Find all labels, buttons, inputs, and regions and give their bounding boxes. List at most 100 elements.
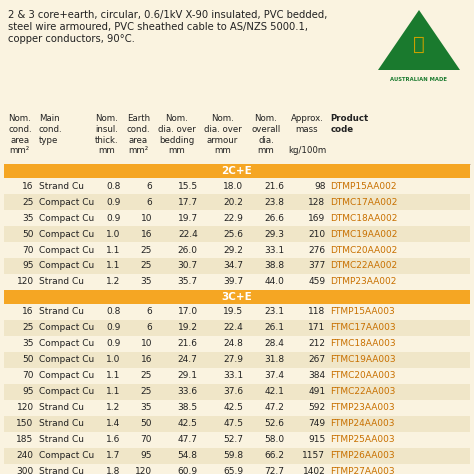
- Text: 28.4: 28.4: [264, 339, 284, 348]
- Text: 39.7: 39.7: [223, 277, 243, 286]
- Text: 1.4: 1.4: [106, 419, 120, 428]
- Text: 33.6: 33.6: [178, 388, 198, 396]
- Text: 72.7: 72.7: [264, 467, 284, 474]
- Text: 1.1: 1.1: [106, 372, 120, 381]
- Text: 60.9: 60.9: [178, 467, 198, 474]
- Text: Product
code: Product code: [330, 114, 369, 134]
- Text: 35: 35: [22, 213, 34, 222]
- Bar: [4, 320, 470, 336]
- Text: 25: 25: [141, 372, 152, 381]
- Bar: [4, 352, 470, 368]
- Text: 16: 16: [22, 308, 34, 317]
- Text: 42.5: 42.5: [178, 419, 198, 428]
- Text: 16: 16: [22, 182, 34, 191]
- Text: 19.2: 19.2: [178, 323, 198, 332]
- Text: FTMP26AA003: FTMP26AA003: [330, 452, 395, 461]
- Text: FTMC17AA003: FTMC17AA003: [330, 323, 396, 332]
- Text: 6: 6: [146, 182, 152, 191]
- Text: 42.1: 42.1: [264, 388, 284, 396]
- Text: 19.7: 19.7: [178, 213, 198, 222]
- Text: Strand Cu: Strand Cu: [39, 308, 84, 317]
- Text: 1402: 1402: [303, 467, 326, 474]
- Text: 1.0: 1.0: [106, 356, 120, 365]
- Text: 21.6: 21.6: [178, 339, 198, 348]
- Text: 10: 10: [141, 339, 152, 348]
- Bar: [4, 368, 470, 384]
- Text: 1.1: 1.1: [106, 388, 120, 396]
- Text: 0.9: 0.9: [106, 339, 120, 348]
- Bar: [4, 242, 470, 258]
- Text: 17.7: 17.7: [178, 198, 198, 207]
- Text: 65.9: 65.9: [223, 467, 243, 474]
- Text: 37.6: 37.6: [223, 388, 243, 396]
- Text: 34.7: 34.7: [223, 262, 243, 271]
- Text: 24.8: 24.8: [224, 339, 243, 348]
- Bar: [4, 210, 470, 226]
- Text: 42.5: 42.5: [224, 403, 243, 412]
- Text: Compact Cu: Compact Cu: [39, 198, 94, 207]
- Text: 6: 6: [146, 323, 152, 332]
- Text: 50: 50: [141, 419, 152, 428]
- Text: 1.7: 1.7: [106, 452, 120, 461]
- Text: 70: 70: [141, 436, 152, 445]
- Text: 1.8: 1.8: [106, 467, 120, 474]
- Text: 1.1: 1.1: [106, 262, 120, 271]
- Text: 33.1: 33.1: [223, 372, 243, 381]
- Text: 300: 300: [17, 467, 34, 474]
- Text: 120: 120: [135, 467, 152, 474]
- Text: 212: 212: [309, 339, 326, 348]
- Text: 35: 35: [22, 339, 34, 348]
- Text: Compact Cu: Compact Cu: [39, 452, 94, 461]
- Text: DTMP15AA002: DTMP15AA002: [330, 182, 397, 191]
- Text: 25: 25: [22, 198, 34, 207]
- Text: 47.2: 47.2: [264, 403, 284, 412]
- Text: 16: 16: [141, 356, 152, 365]
- Text: 70: 70: [22, 372, 34, 381]
- Text: 33.1: 33.1: [264, 246, 284, 255]
- Text: 2C+E: 2C+E: [222, 166, 252, 176]
- Text: DTMC20AA002: DTMC20AA002: [330, 246, 398, 255]
- Text: DTMC22AA002: DTMC22AA002: [330, 262, 398, 271]
- Text: Strand Cu: Strand Cu: [39, 277, 84, 286]
- Bar: [4, 226, 470, 242]
- Text: 70: 70: [22, 246, 34, 255]
- Text: 6: 6: [146, 198, 152, 207]
- Text: Nom.
insul.
thick.
mm: Nom. insul. thick. mm: [95, 114, 118, 155]
- Text: 276: 276: [308, 246, 326, 255]
- Text: 3C+E: 3C+E: [222, 292, 252, 302]
- Text: 27.9: 27.9: [223, 356, 243, 365]
- Bar: [4, 448, 470, 464]
- Text: 47.5: 47.5: [223, 419, 243, 428]
- Text: 0.9: 0.9: [106, 323, 120, 332]
- Text: Compact Cu: Compact Cu: [39, 372, 94, 381]
- Text: FTMP27AA003: FTMP27AA003: [330, 467, 395, 474]
- Bar: [4, 178, 470, 194]
- Text: 1.2: 1.2: [106, 277, 120, 286]
- Text: Strand Cu: Strand Cu: [39, 403, 84, 412]
- Text: Nom.
overall
dia.
mm: Nom. overall dia. mm: [251, 114, 281, 155]
- Text: 22.9: 22.9: [224, 213, 243, 222]
- Text: 25: 25: [141, 262, 152, 271]
- Text: 52.7: 52.7: [223, 436, 243, 445]
- Text: 21.6: 21.6: [264, 182, 284, 191]
- Text: FTMP24AA003: FTMP24AA003: [330, 419, 395, 428]
- Text: 38.8: 38.8: [264, 262, 284, 271]
- Text: Compact Cu: Compact Cu: [39, 246, 94, 255]
- Text: 120: 120: [17, 403, 34, 412]
- Text: copper conductors, 90°C.: copper conductors, 90°C.: [8, 34, 135, 44]
- Text: 185: 185: [17, 436, 34, 445]
- Text: Compact Cu: Compact Cu: [39, 339, 94, 348]
- Text: 169: 169: [308, 213, 326, 222]
- Text: 25: 25: [141, 388, 152, 396]
- Text: 749: 749: [308, 419, 326, 428]
- Text: 59.8: 59.8: [223, 452, 243, 461]
- Text: 2 & 3 core+earth, circular, 0.6/1kV X-90 insulated, PVC bedded,: 2 & 3 core+earth, circular, 0.6/1kV X-90…: [8, 10, 328, 20]
- Text: 118: 118: [308, 308, 326, 317]
- Text: 37.4: 37.4: [264, 372, 284, 381]
- Text: Compact Cu: Compact Cu: [39, 323, 94, 332]
- Text: 25.6: 25.6: [223, 229, 243, 238]
- Bar: [4, 464, 470, 474]
- Text: 128: 128: [308, 198, 326, 207]
- Text: Strand Cu: Strand Cu: [39, 436, 84, 445]
- Bar: [4, 416, 470, 432]
